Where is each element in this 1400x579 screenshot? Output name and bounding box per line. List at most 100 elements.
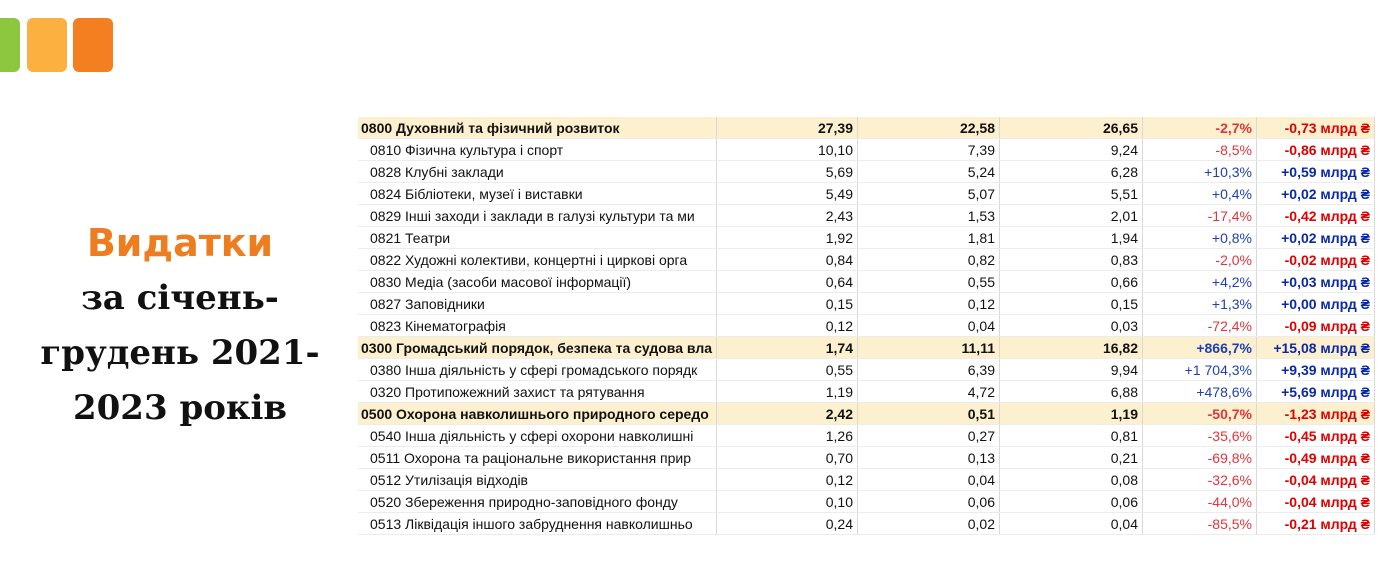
cell: 0,24 xyxy=(716,512,858,535)
cell: 0,04 xyxy=(999,512,1143,535)
row-name: 0828 Клубні заклади xyxy=(358,160,717,183)
table-row: 0823 Кінематографія 0,12 0,04 0,03 -72,4% -0,… xyxy=(358,314,1375,337)
cell: 5,51 xyxy=(999,182,1143,205)
cell: +5,69 млрд ₴ xyxy=(1256,380,1375,403)
cell: 1,92 xyxy=(716,226,858,249)
heading-subtitle: грудень 2021- xyxy=(40,333,320,373)
table-row: 0800 Духовний та фізичний розвиток 27,39 2… xyxy=(358,117,1375,139)
cell: -35,6% xyxy=(1142,424,1257,447)
row-name: 0821 Театри xyxy=(358,226,717,249)
row-name: 0520 Збереження природно-заповідного фон… xyxy=(358,490,717,513)
cell: -0,09 млрд ₴ xyxy=(1256,314,1375,337)
cell: 0,66 xyxy=(999,270,1143,293)
heading-subtitle: 2023 років xyxy=(72,388,287,428)
cell: 16,82 xyxy=(999,336,1143,359)
row-name: 0823 Кінематографія xyxy=(358,314,717,337)
table-row: 0810 Фізична культура і спорт 10,10 7,39 9,… xyxy=(358,138,1375,161)
cell: +1 704,3% xyxy=(1142,358,1257,381)
table-row: 0822 Художні колективи, концертні і цирк… xyxy=(358,248,1375,271)
cell: +0,02 млрд ₴ xyxy=(1256,182,1375,205)
cell: +0,02 млрд ₴ xyxy=(1256,226,1375,249)
cell: 26,65 xyxy=(999,117,1143,139)
table-row: 0830 Медіа (засоби масової інформації) 0,… xyxy=(358,270,1375,293)
table-row: 0300 Громадський порядок, безпека та суд… xyxy=(358,336,1375,359)
cell: -0,86 млрд ₴ xyxy=(1256,138,1375,161)
cell: +9,39 млрд ₴ xyxy=(1256,358,1375,381)
cell: 0,06 xyxy=(857,490,1000,513)
cell: 0,12 xyxy=(857,292,1000,315)
table-row: 0827 Заповідники 0,15 0,12 0,15 +1,3% +0,00 м… xyxy=(358,292,1375,315)
cell: -32,6% xyxy=(1142,468,1257,491)
cell: 0,81 xyxy=(999,424,1143,447)
cell: 6,88 xyxy=(999,380,1143,403)
cell: -0,45 млрд ₴ xyxy=(1256,424,1375,447)
cell: 9,24 xyxy=(999,138,1143,161)
cell: 5,49 xyxy=(716,182,858,205)
cell: 0,04 xyxy=(857,314,1000,337)
cell: 0,15 xyxy=(716,292,858,315)
logo-square xyxy=(27,18,67,72)
cell: 0,02 xyxy=(857,512,1000,535)
table-row: 0513 Ліквідація іншого забруднення навко… xyxy=(358,512,1375,535)
heading-subtitle: за січень- xyxy=(81,278,279,318)
cell: 7,39 xyxy=(857,138,1000,161)
row-name: 0810 Фізична культура і спорт xyxy=(358,138,717,161)
cell: 0,12 xyxy=(716,468,858,491)
row-name: 0540 Інша діяльність у сфері охорони нав… xyxy=(358,424,717,447)
cell: 6,28 xyxy=(999,160,1143,183)
cell: 5,24 xyxy=(857,160,1000,183)
row-name: 0827 Заповідники xyxy=(358,292,717,315)
row-name: 0800 Духовний та фізичний розвиток xyxy=(358,117,717,139)
cell: 4,72 xyxy=(857,380,1000,403)
cell: -2,7% xyxy=(1142,117,1257,139)
cell: +0,00 млрд ₴ xyxy=(1256,292,1375,315)
row-name: 0830 Медіа (засоби масової інформації) xyxy=(358,270,717,293)
cell: 1,74 xyxy=(716,336,858,359)
cell: 1,81 xyxy=(857,226,1000,249)
heading-title: Видатки xyxy=(86,221,274,265)
row-name: 0822 Художні колективи, концертні і цирк… xyxy=(358,248,717,271)
cell: +1,3% xyxy=(1142,292,1257,315)
cell: 1,53 xyxy=(857,204,1000,227)
cell: -85,5% xyxy=(1142,512,1257,535)
cell: 9,94 xyxy=(999,358,1143,381)
cell: 0,55 xyxy=(857,270,1000,293)
cell: 1,19 xyxy=(716,380,858,403)
cell: 0,13 xyxy=(857,446,1000,469)
cell: -1,23 млрд ₴ xyxy=(1256,402,1375,425)
cell: 0,84 xyxy=(716,248,858,271)
logo-square xyxy=(73,18,113,72)
cell: +10,3% xyxy=(1142,160,1257,183)
table-row: 0500 Охорона навколишнього природного се… xyxy=(358,402,1375,425)
row-name: 0380 Інша діяльність у сфері громадськог… xyxy=(358,358,717,381)
cell: 0,12 xyxy=(716,314,858,337)
row-name: 0320 Протипожежний захист та рятування xyxy=(358,380,717,403)
cell: -0,21 млрд ₴ xyxy=(1256,512,1375,535)
row-name: 0511 Охорона та раціональне використання… xyxy=(358,446,717,469)
cell: -0,04 млрд ₴ xyxy=(1256,490,1375,513)
cell: -0,49 млрд ₴ xyxy=(1256,446,1375,469)
cell: 0,04 xyxy=(857,468,1000,491)
cell: 22,58 xyxy=(857,117,1000,139)
cell: 2,01 xyxy=(999,204,1143,227)
table-row: 0821 Театри 1,92 1,81 1,94 +0,8% +0,02 млрд ₴ xyxy=(358,226,1375,249)
cell: 5,69 xyxy=(716,160,858,183)
cell: 5,07 xyxy=(857,182,1000,205)
cell: -50,7% xyxy=(1142,402,1257,425)
cell: -17,4% xyxy=(1142,204,1257,227)
cell: -0,04 млрд ₴ xyxy=(1256,468,1375,491)
cell: 27,39 xyxy=(716,117,858,139)
cell: 0,83 xyxy=(999,248,1143,271)
cell: -0,42 млрд ₴ xyxy=(1256,204,1375,227)
row-name: 0824 Бібліотеки, музеї і виставки xyxy=(358,182,717,205)
cell: 1,94 xyxy=(999,226,1143,249)
cell: 0,08 xyxy=(999,468,1143,491)
cell: 2,42 xyxy=(716,402,858,425)
cell: 0,27 xyxy=(857,424,1000,447)
cell: 0,10 xyxy=(716,490,858,513)
table-row: 0511 Охорона та раціональне використання… xyxy=(358,446,1375,469)
row-name: 0513 Ліквідація іншого забруднення навко… xyxy=(358,512,717,535)
table-row: 0829 Інші заходи і заклади в галузі куль… xyxy=(358,204,1375,227)
cell: 0,64 xyxy=(716,270,858,293)
table-row: 0320 Протипожежний захист та рятування 1,… xyxy=(358,380,1375,403)
